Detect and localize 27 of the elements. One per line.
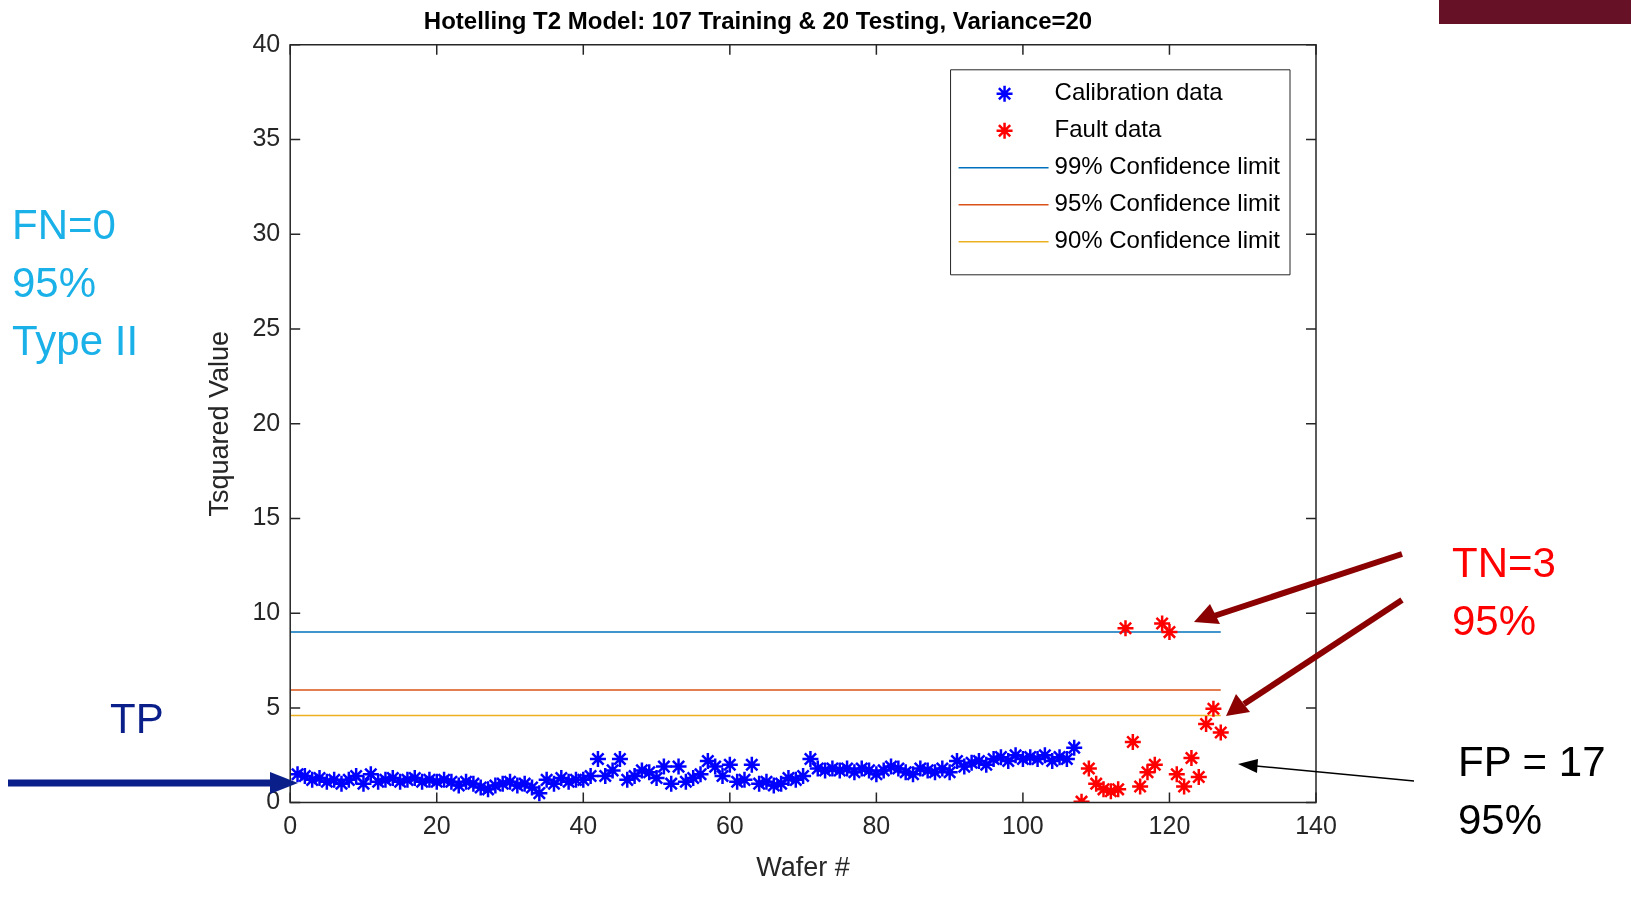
y-tick-label: 30: [252, 218, 281, 247]
legend-label: 95% Confidence limit: [1054, 189, 1281, 217]
y-tick-label: 35: [252, 123, 281, 152]
x-tick-label: 100: [1002, 811, 1044, 840]
legend-label: Calibration data: [1054, 78, 1224, 106]
chart-title: Hotelling T2 Model: 107 Training & 20 Testing, Variance=20: [423, 7, 1093, 35]
x-tick-label: 20: [422, 811, 451, 840]
text: FP = 17 95%: [1458, 737, 1606, 845]
text: TP: [110, 694, 164, 744]
x-tick-label: 80: [862, 811, 891, 840]
x-axis-title: Wafer #: [756, 852, 850, 883]
legend-label: 90% Confidence limit: [1054, 226, 1281, 254]
text: TN=3 95%: [1452, 538, 1556, 646]
legend-label: 99% Confidence limit: [1054, 152, 1281, 180]
y-tick-label: 5: [266, 691, 281, 720]
x-tick-label: 40: [569, 811, 598, 840]
x-tick-label: 60: [715, 811, 744, 840]
x-tick-label: 140: [1295, 811, 1337, 840]
x-tick-label: 120: [1148, 811, 1191, 840]
y-tick-label: 40: [252, 28, 281, 57]
y-tick-label: 20: [252, 407, 281, 436]
y-tick-label: 15: [252, 502, 281, 531]
y-axis-title: Tsquared Value: [203, 330, 234, 517]
y-tick-label: 25: [252, 312, 281, 341]
legend-label: Fault data: [1054, 115, 1162, 143]
text: FN=0 95% Type II: [12, 200, 139, 366]
y-tick-label: 10: [252, 597, 281, 626]
